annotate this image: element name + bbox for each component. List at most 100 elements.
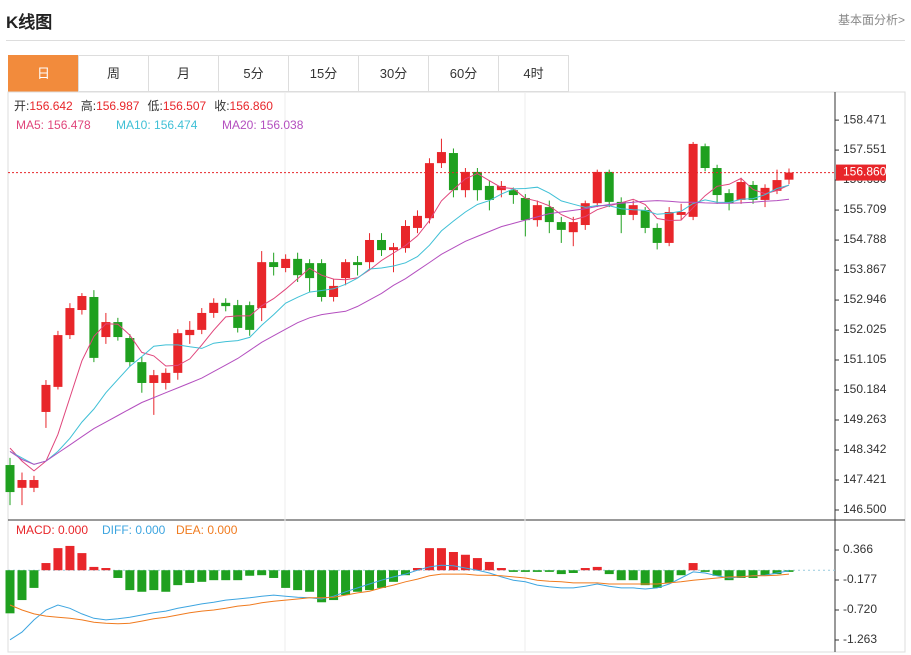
candle-body [365,239,375,263]
candle-body [125,338,135,363]
macd-bar [233,570,243,581]
macd-bar [329,570,339,601]
macd-bar [269,570,279,578]
candle-body [149,375,159,383]
macd-bar [125,570,135,591]
candle-body [197,312,207,330]
macd-bar [209,570,219,581]
y-tick-label: 152.025 [843,322,887,336]
candle-body [532,205,542,221]
y-tick-label: 146.500 [843,502,887,516]
macd-bar [688,563,698,571]
macd-bar [556,570,566,575]
candle-body [724,193,734,204]
y-tick-label: 151.105 [843,352,887,366]
macd-bar [377,570,387,588]
candle-body [520,197,530,221]
ohlc-value: 156.642 [29,99,73,113]
macd-bar [760,570,770,576]
macd-bar [724,570,734,581]
macd-bar [365,570,375,591]
macd-bar [341,570,351,596]
macd-bar [448,551,458,571]
candle-body [676,211,686,215]
macd-bar [628,570,638,581]
ohlc-label: 开: [14,99,29,113]
macd-bar [772,570,782,575]
candle-body [436,152,446,164]
macd-bar [113,570,123,578]
macd-bar [496,568,506,571]
candle-body [329,285,339,297]
candle-body [484,185,494,200]
candle-body [580,203,590,226]
period-tab[interactable]: 5分 [218,55,288,92]
indicator-legend: MA10: 156.474 [116,118,198,132]
y-tick-label: 155.709 [843,202,887,216]
candle-body [113,322,123,338]
y-tick-label: 157.551 [843,142,887,156]
y-tick-label: 148.342 [843,442,887,456]
macd-bar [676,570,686,576]
macd-bar [640,570,650,586]
macd-bar [5,570,15,614]
candle-body [748,184,758,200]
macd-bar [568,570,578,573]
macd-bar [712,570,722,576]
last-price-box [836,164,886,181]
candle-body [17,480,27,488]
indicator-line [9,573,790,625]
period-tab[interactable]: 4时 [498,55,569,92]
y-tick-label: 147.421 [843,472,887,486]
candle-body [305,263,315,279]
ohlc-label: 低: [147,99,162,113]
candle-body [712,168,722,196]
fundamentals-link[interactable]: 基本面分析> [837,13,905,27]
macd-bar [41,563,51,571]
candle-body [293,258,303,276]
macd-bar [736,570,746,578]
macd-bar [77,553,87,571]
period-tab[interactable]: 日 [8,55,78,92]
macd-bar [257,570,267,576]
macd-bar [580,568,590,571]
macd-bar [389,570,399,582]
y-tick-label: 158.471 [843,112,887,126]
y-tick-label: -0.177 [843,572,877,586]
candle-body [341,262,351,279]
macd-bar [484,561,494,571]
macd-bar [472,558,482,571]
candle-body [784,172,794,180]
macd-bar [604,570,614,575]
candle-body [448,153,458,191]
candle-body [400,225,410,249]
candle-body [53,335,63,387]
indicator-legend: MA5: 156.478 [16,118,91,132]
candle-body [472,171,482,191]
period-tab[interactable]: 15分 [288,55,358,92]
macd-bar [221,570,231,581]
macd-bar [700,570,710,572]
ohlc-info: 开:156.642 高:156.987 低:156.507 收:156.860 [14,98,273,113]
ohlc-value: 156.507 [163,99,207,113]
period-tab[interactable]: 30分 [358,55,428,92]
macd-bar [412,568,422,571]
indicator-line [9,184,790,465]
candle-body [592,171,602,204]
macd-bar [317,570,327,603]
macd-bar [424,548,434,571]
y-tick-label: 0.366 [843,542,873,556]
candle-body [29,480,39,488]
period-tab[interactable]: 月 [148,55,218,92]
candle-body [640,210,650,228]
last-price-label: 156.860 [843,165,887,179]
macd-bar [532,570,542,572]
macd-bar [281,570,291,588]
candle-body [688,143,698,217]
macd-bar [149,570,159,591]
ohlc-label: 高: [81,98,96,113]
macd-bar [353,570,363,592]
candle-body [65,308,75,336]
candle-body [77,296,87,311]
